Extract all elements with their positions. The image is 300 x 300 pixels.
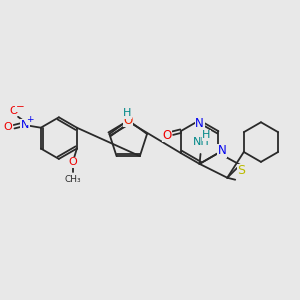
Text: O: O — [10, 106, 19, 116]
Text: +: + — [26, 115, 34, 124]
Text: N: N — [218, 145, 227, 158]
Text: O: O — [162, 129, 171, 142]
Text: N: N — [195, 117, 204, 130]
Text: H: H — [123, 108, 131, 118]
Text: CH₃: CH₃ — [64, 175, 81, 184]
Text: H: H — [202, 130, 211, 140]
Text: O: O — [124, 114, 133, 127]
Text: O: O — [68, 158, 77, 167]
Text: N: N — [21, 120, 29, 130]
Text: O: O — [4, 122, 13, 132]
Text: −: − — [16, 102, 24, 112]
Text: S: S — [237, 164, 245, 177]
Text: NH: NH — [193, 137, 210, 147]
